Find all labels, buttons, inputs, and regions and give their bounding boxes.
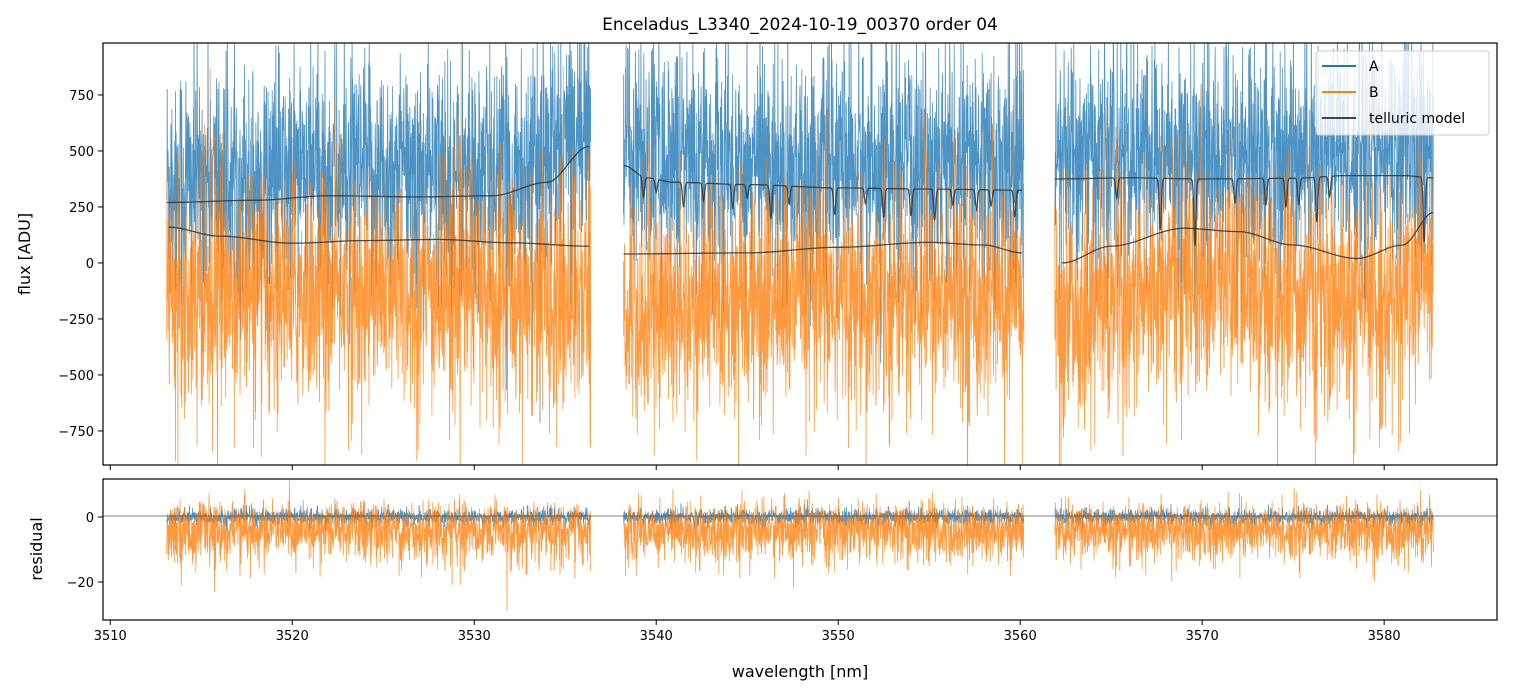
flux-series-b-segment-3 — [1054, 87, 1434, 465]
flux-series-a-segment-1 — [166, 43, 592, 424]
x-tick-label: 3510 — [94, 629, 127, 644]
flux-y-tick-label: −500 — [58, 369, 94, 384]
x-tick-label: 3530 — [458, 629, 491, 644]
telluric-model-a-continuum-segment-3 — [1054, 174, 1434, 247]
flux-series-b-segment-2 — [623, 97, 1025, 465]
legend-label-a: A — [1369, 59, 1379, 75]
residual-series-b-segment-2 — [623, 489, 1025, 589]
flux-y-tick-label: 0 — [86, 257, 94, 272]
legend-label-b: B — [1369, 85, 1379, 101]
flux-y-tick-label: −250 — [58, 313, 94, 328]
residual-y-tick-label: 0 — [86, 511, 94, 526]
x-tick-label: 3550 — [822, 629, 855, 644]
flux-axes-frame — [102, 42, 1498, 466]
flux-series-b-segment-1 — [166, 43, 592, 465]
x-label: wavelength [nm] — [732, 662, 869, 681]
telluric-model-a-continuum-segment-1 — [166, 145, 589, 204]
x-tick-label: 3580 — [1368, 629, 1401, 644]
telluric-model-b-continuum-segment-3 — [1062, 211, 1434, 264]
x-tick-label: 3540 — [640, 629, 673, 644]
y-label-flux: flux [ADU] — [15, 213, 34, 295]
flux-plot-area — [166, 43, 1434, 465]
flux-series-a-segment-3 — [1054, 43, 1434, 327]
flux-y-tick-label: 250 — [69, 201, 94, 216]
x-tick-label: 3560 — [1004, 629, 1037, 644]
legend-box — [1315, 50, 1490, 136]
x-tick-label: 3520 — [276, 629, 309, 644]
telluric-model-b-continuum-segment-2 — [623, 241, 1022, 255]
chart-title: Enceladus_L3340_2024-10-19_00370 order 0… — [602, 15, 998, 35]
legend-label-telluric: telluric model — [1369, 111, 1465, 127]
legend: A B telluric model — [1315, 50, 1490, 136]
flux-y-tick-label: 500 — [69, 145, 94, 160]
flux-y-tick-label: 750 — [69, 89, 94, 104]
telluric-model-a-continuum-segment-2 — [623, 164, 1022, 221]
residual-axes-frame — [102, 478, 1498, 621]
residual-series-b-segment-1 — [166, 480, 592, 612]
residual-plot-area — [103, 480, 1497, 612]
residual-y-tick-label: −20 — [67, 576, 94, 591]
x-tick-label: 3570 — [1186, 629, 1219, 644]
residual-series-b-segment-3 — [1054, 488, 1434, 582]
flux-y-tick-label: −750 — [58, 425, 94, 440]
telluric-model-b-continuum-segment-1 — [168, 226, 589, 247]
y-label-residual: residual — [27, 517, 46, 580]
